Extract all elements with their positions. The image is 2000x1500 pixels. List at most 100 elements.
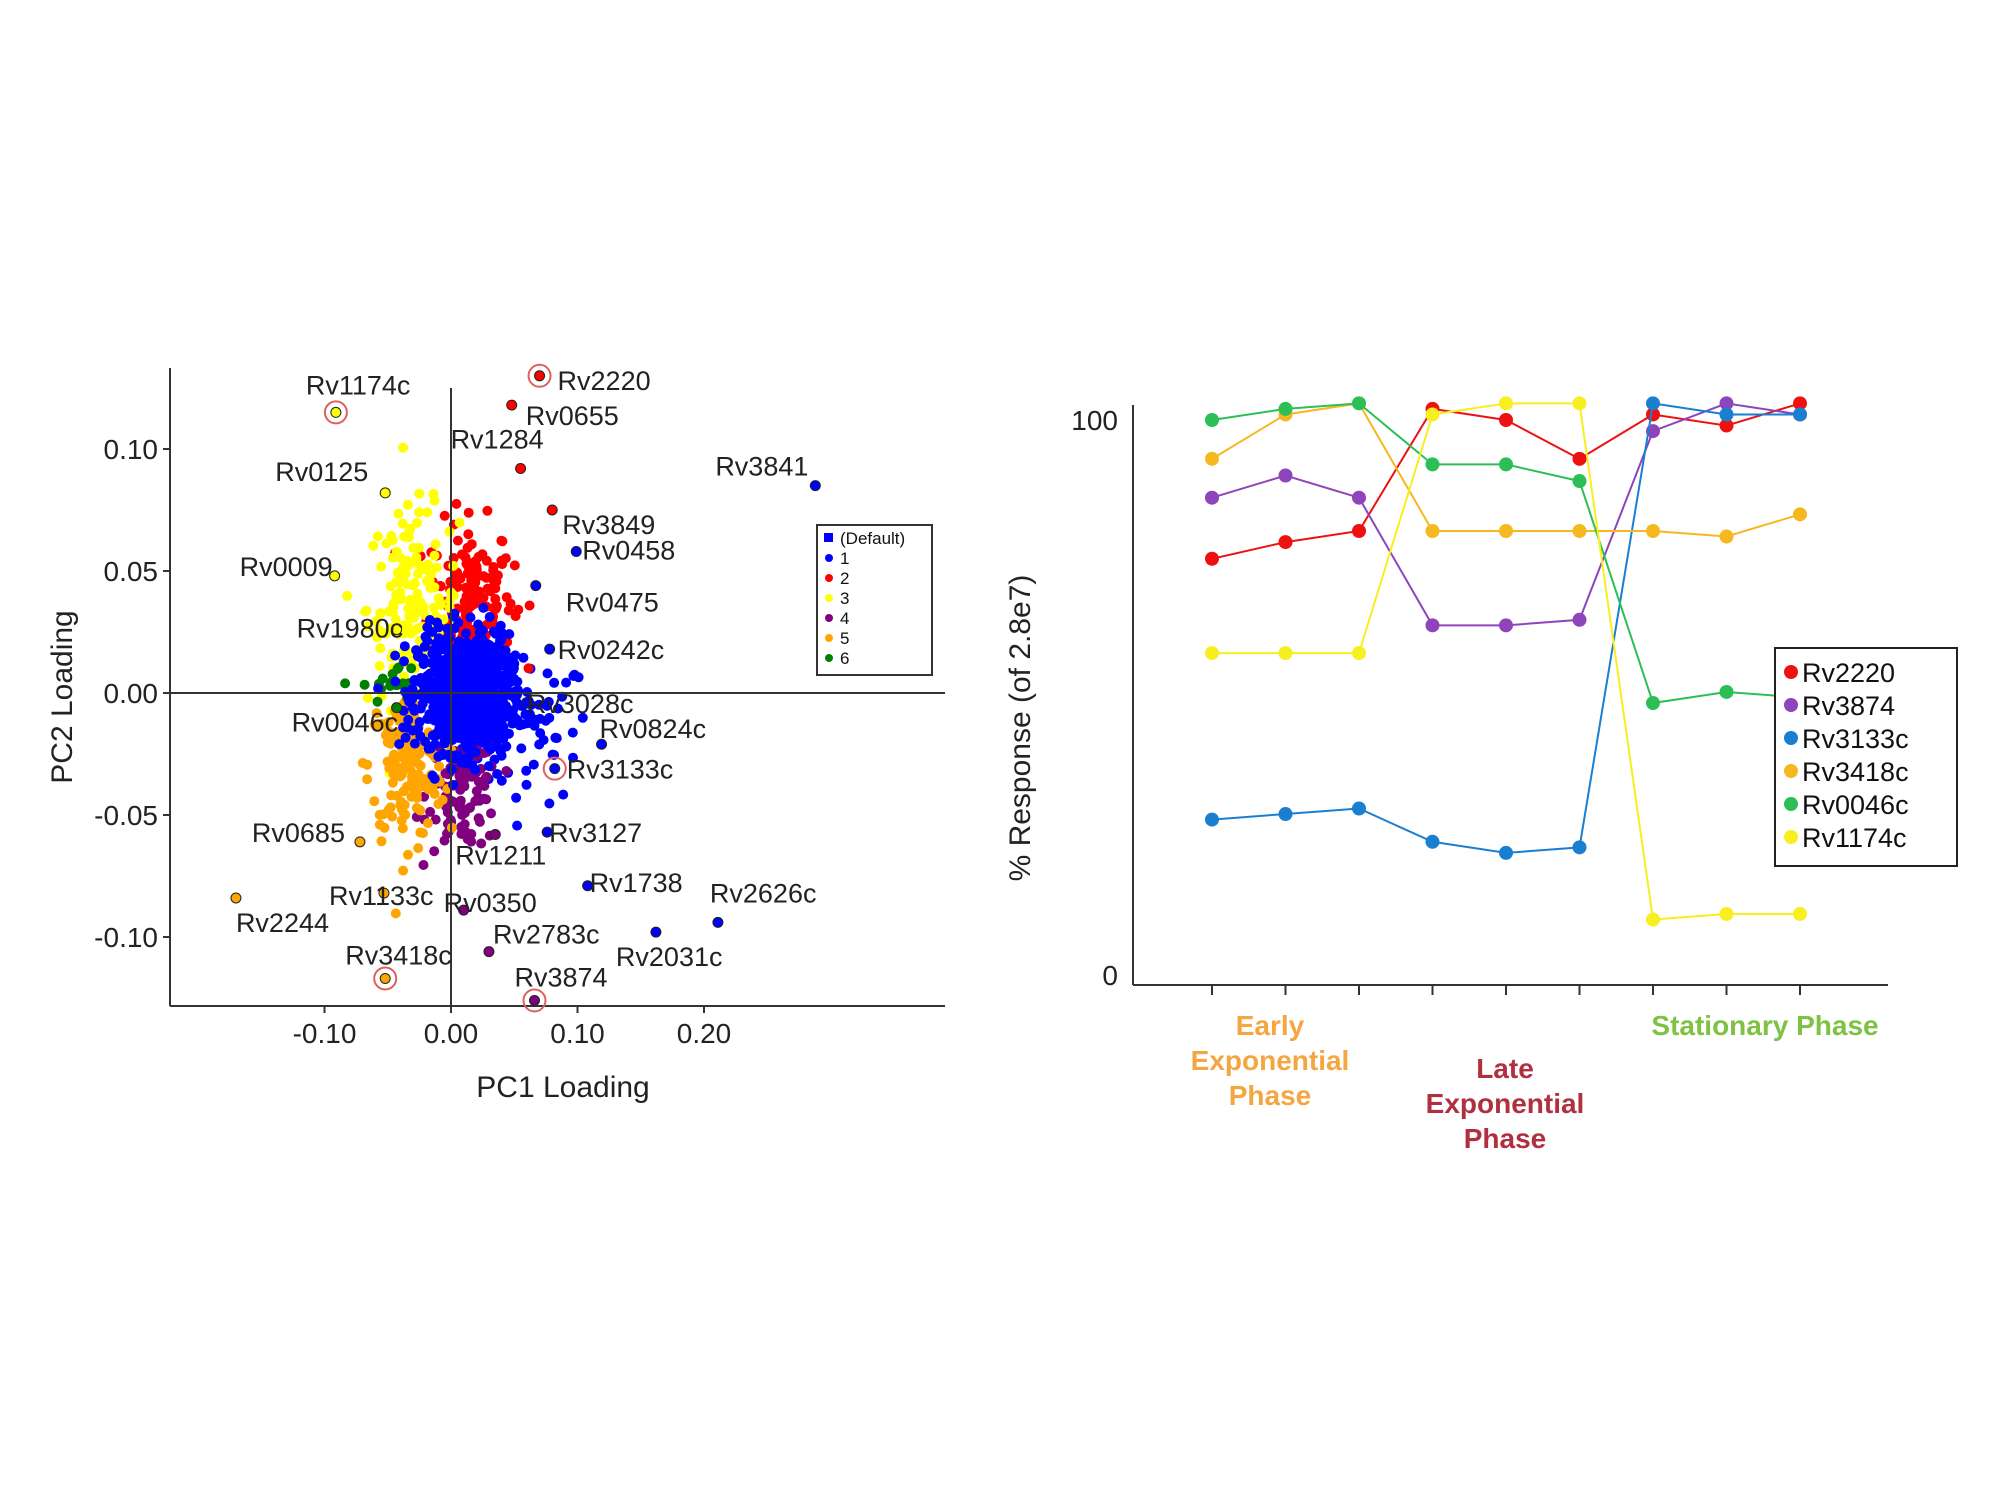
cluster-1-point	[448, 780, 459, 790]
cluster-3-point	[430, 539, 441, 550]
highlight-ring-rv3418c	[373, 966, 398, 991]
gene-label-rv0475: Rv0475	[566, 588, 659, 618]
series-point-rv3874	[1719, 396, 1734, 411]
gene-label-rv2244: Rv2244	[236, 908, 329, 938]
cluster-1tail-point	[569, 669, 580, 680]
series-point-rv1174c	[1646, 912, 1660, 927]
series-point-rv3874	[1572, 612, 1587, 627]
series-point-rv3874	[1352, 490, 1366, 505]
cluster-1-point	[470, 722, 481, 733]
cluster-1tail-point	[516, 743, 527, 754]
gene-label-rv1174c: Rv1174c	[306, 370, 411, 400]
cluster-1-point	[414, 717, 425, 727]
cluster-3-point	[381, 538, 392, 549]
cluster-2-point	[482, 583, 493, 594]
line-y-tick-label: 0	[1102, 960, 1118, 991]
cluster-3-point	[380, 628, 391, 639]
point-rv0824c	[596, 738, 608, 750]
cluster-1-point	[501, 678, 511, 689]
cluster-1-point	[403, 714, 414, 725]
cluster-5-point	[413, 769, 424, 780]
series-point-rv3133c	[1572, 840, 1587, 855]
cluster-1-point	[498, 697, 509, 708]
series-point-rv0046c	[1352, 396, 1366, 411]
cluster-1tail-point	[521, 765, 532, 776]
series-point-rv2220	[1572, 451, 1587, 466]
cluster-3-point	[375, 608, 386, 619]
cluster-1tail-point	[553, 703, 563, 714]
cluster-1-point	[495, 660, 506, 671]
series-point-rv0046c	[1499, 457, 1513, 472]
legend-label-rv2220: Rv2220	[1802, 658, 1895, 688]
gene-label-rv0655: Rv0655	[526, 401, 619, 431]
cluster-5-point	[362, 759, 373, 770]
gene-label-rv3028c: Rv3028c	[527, 689, 634, 719]
scatter-y-axis-title: PC2 Loading	[46, 610, 79, 783]
legend-label-1: 1	[840, 549, 849, 568]
gene-label-rv3874: Rv3874	[514, 962, 607, 992]
cluster-5-point	[398, 865, 409, 876]
series-line-rv3874	[1211, 402, 1801, 627]
cluster-5-point	[371, 721, 382, 732]
phase-label-1-line: Exponential	[1426, 1088, 1585, 1119]
legend-label-rv3418c: Rv3418c	[1802, 757, 1909, 787]
cluster-1tail-point	[558, 789, 569, 800]
cluster-3-point	[414, 488, 425, 499]
cluster-1-point	[478, 602, 489, 613]
cluster-1-point	[439, 738, 450, 749]
cluster-1-point	[492, 728, 503, 739]
cluster-5-point	[376, 836, 387, 847]
cluster-1tail-point	[544, 712, 555, 723]
cluster-3-point	[412, 588, 423, 599]
cluster-3-point	[414, 507, 425, 518]
legend-label-rv1174c: Rv1174c	[1802, 823, 1907, 853]
legend-label-6: 6	[840, 649, 849, 668]
gene-label-rv3418c: Rv3418c	[345, 940, 452, 970]
phase-label-0-line: Early	[1236, 1010, 1305, 1041]
legend-dot-rv2220	[1784, 665, 1798, 679]
legend-dot-rv3133c	[1784, 731, 1798, 745]
cluster-2-point	[482, 505, 493, 516]
cluster-1-point	[518, 652, 529, 663]
point-rv0125	[379, 487, 391, 499]
cluster-1-point	[422, 635, 433, 646]
cluster-5-point	[392, 790, 402, 801]
series-point-rv3874	[1278, 468, 1293, 483]
cluster-1-point	[399, 656, 409, 667]
cluster-4-point	[430, 814, 441, 825]
cluster-1-point	[471, 715, 481, 726]
cluster-1-point	[466, 745, 477, 756]
series-point-rv1174c	[1572, 396, 1587, 411]
cluster-3-point	[408, 542, 419, 553]
series-point-rv2220	[1719, 418, 1734, 433]
cluster-1-point	[480, 724, 491, 735]
highlight-ring-rv3874	[522, 988, 547, 1013]
cluster-5-point	[423, 818, 433, 829]
cluster-1tail-point	[534, 699, 544, 710]
cluster-1-point	[501, 741, 512, 752]
series-point-rv0046c	[1278, 401, 1293, 416]
cluster-3-point	[399, 531, 410, 542]
cluster-6-point	[377, 673, 388, 684]
series-point-rv2220	[1205, 551, 1219, 566]
cluster-2-point	[466, 597, 477, 608]
cluster-2-point	[488, 603, 499, 613]
cluster-3-point	[391, 614, 401, 625]
cluster-1-point	[418, 689, 429, 700]
series-point-rv3133c	[1499, 845, 1513, 860]
legend-swatch-2	[825, 574, 833, 582]
cluster-6-point	[340, 678, 351, 689]
cluster-1-point	[432, 700, 443, 711]
series-point-rv2220	[1352, 524, 1366, 538]
series-point-rv1174c	[1425, 407, 1440, 422]
phase-label-0-line: Phase	[1229, 1080, 1312, 1111]
point-rv2626c	[712, 916, 724, 928]
cluster-1-point	[496, 750, 507, 761]
cluster-3-point	[411, 552, 422, 563]
cluster-4-point	[456, 822, 467, 832]
legend-dot-rv1174c	[1784, 830, 1798, 844]
point-rv0242c	[544, 643, 556, 655]
point-rv3849	[546, 504, 558, 516]
series-point-rv0046c	[1205, 413, 1219, 427]
